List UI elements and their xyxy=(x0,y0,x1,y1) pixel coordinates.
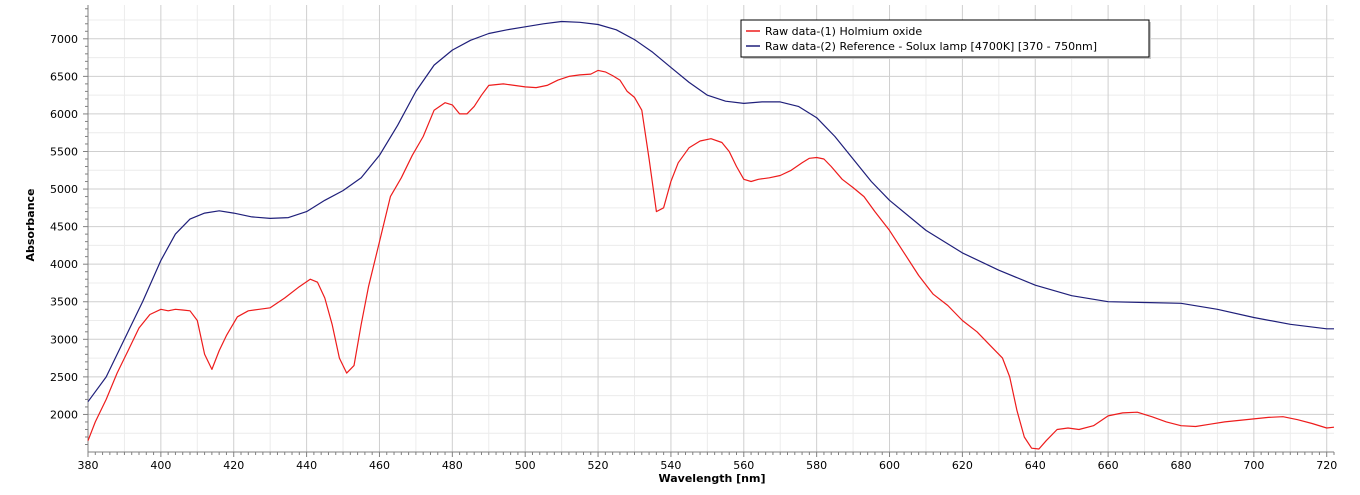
x-tick-label: 500 xyxy=(515,459,536,472)
x-tick-label: 540 xyxy=(660,459,681,472)
axes xyxy=(83,5,1335,457)
series-line-2 xyxy=(87,20,1334,403)
y-tick-label: 2500 xyxy=(50,371,78,384)
x-tick-label: 440 xyxy=(296,459,317,472)
x-tick-label: 380 xyxy=(78,459,99,472)
x-tick-label: 640 xyxy=(1025,459,1046,472)
x-tick-label: 660 xyxy=(1098,459,1119,472)
legend-box xyxy=(740,19,1150,58)
legend-label-2: Raw data-(2) Reference - Solux lamp [470… xyxy=(765,40,1097,53)
y-tick-label: 5500 xyxy=(50,145,78,158)
y-tick-label: 5000 xyxy=(50,183,78,196)
x-tick-label: 520 xyxy=(588,459,609,472)
x-tick-label: 420 xyxy=(223,459,244,472)
x-tick-label: 680 xyxy=(1170,459,1191,472)
x-tick-label: 580 xyxy=(806,459,827,472)
y-tick-label: 4000 xyxy=(50,258,78,271)
grid-lines xyxy=(87,5,1334,452)
x-axis-title: Wavelength [nm] xyxy=(659,472,766,485)
x-tick-label: 480 xyxy=(442,459,463,472)
series-layer xyxy=(87,20,1335,450)
y-tick-label: 2000 xyxy=(50,408,78,421)
y-tick-label: 6000 xyxy=(50,108,78,121)
y-tick-label: 3000 xyxy=(50,333,78,346)
legend-label-1: Raw data-(1) Holmium oxide xyxy=(765,25,922,38)
y-tick-label: 4500 xyxy=(50,221,78,234)
y-tick-label: 6500 xyxy=(50,70,78,83)
y-axis-title: Absorbance xyxy=(24,188,37,261)
x-tick-label: 600 xyxy=(879,459,900,472)
series-line-1 xyxy=(87,69,1335,450)
x-tick-label: 620 xyxy=(952,459,973,472)
y-tick-label: 3500 xyxy=(50,296,78,309)
x-tick-label: 560 xyxy=(733,459,754,472)
tick-labels: 380 400 420 440 460 480 500 520 540 560 580 600 620 6… xyxy=(50,33,1337,472)
x-tick-label: 700 xyxy=(1243,459,1264,472)
x-tick-label: 400 xyxy=(150,459,171,472)
legend: Raw data-(1) Holmium oxide Raw data-(2) R… xyxy=(740,19,1151,59)
x-tick-label: 720 xyxy=(1316,459,1337,472)
y-tick-label: 7000 xyxy=(50,33,78,46)
x-tick-label: 460 xyxy=(369,459,390,472)
